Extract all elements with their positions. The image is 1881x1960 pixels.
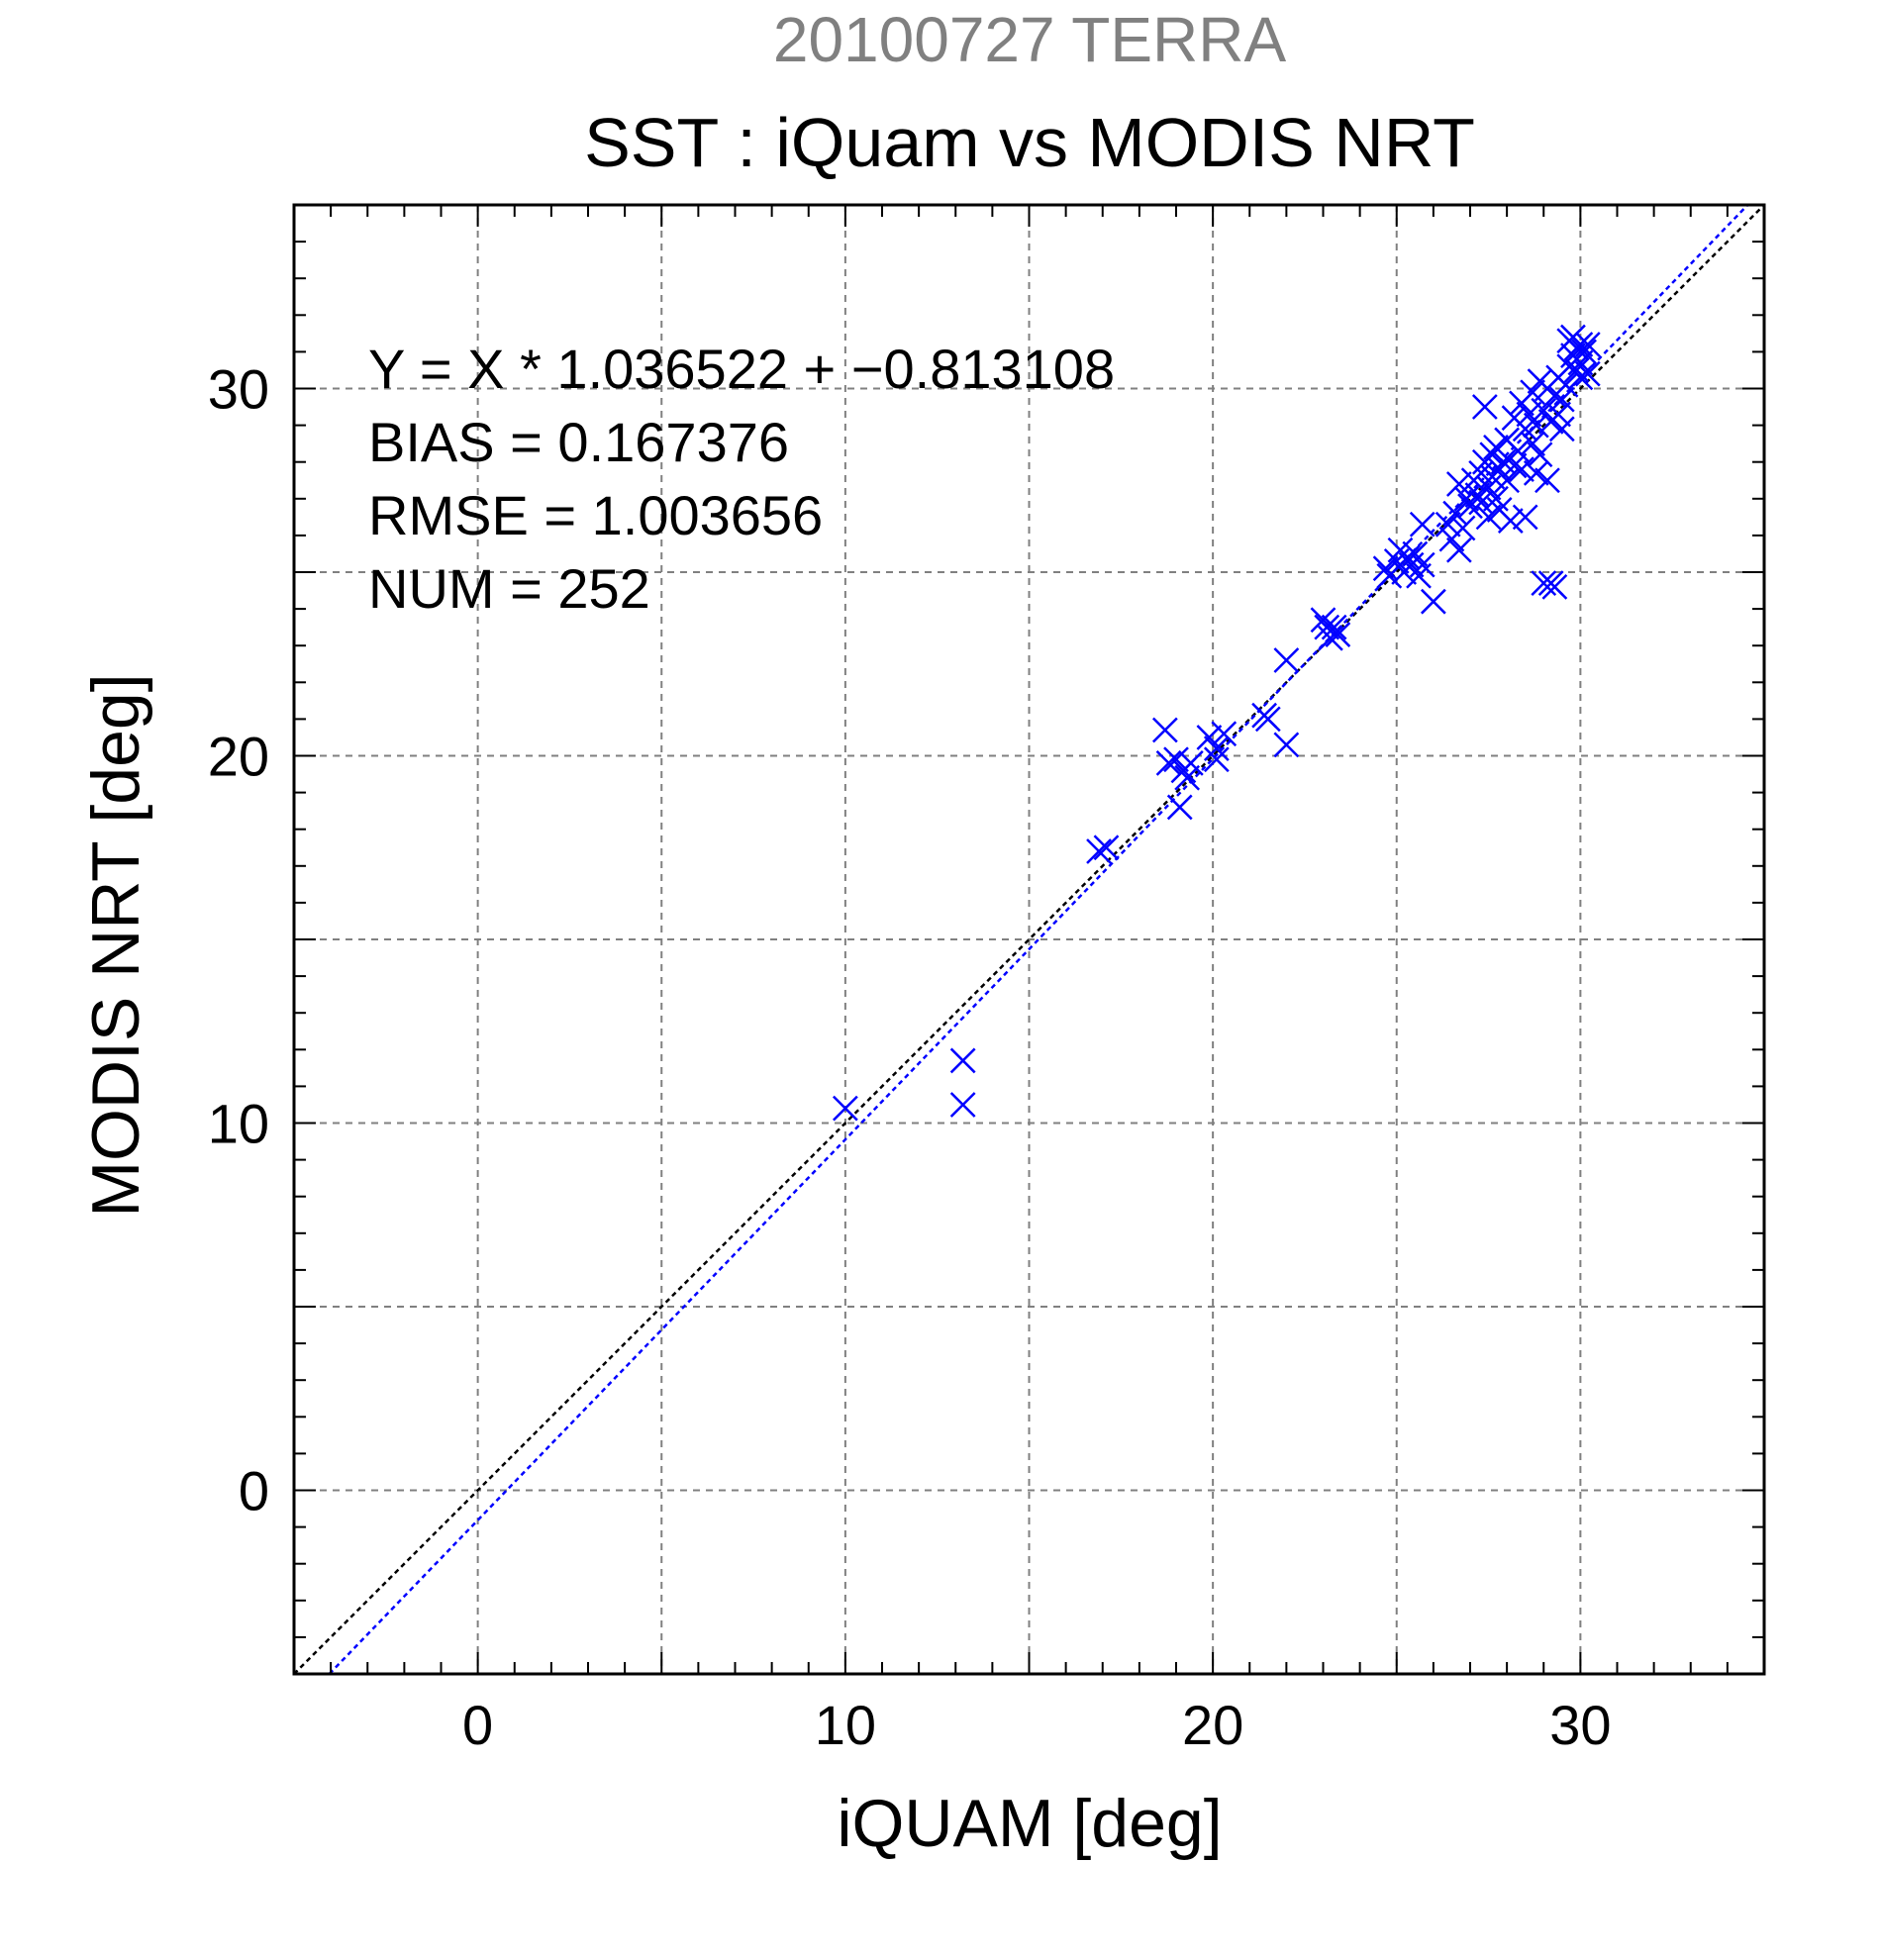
data-point — [1409, 551, 1436, 578]
data-point — [1155, 750, 1182, 776]
data-points — [832, 324, 1601, 1122]
plot-frame — [292, 203, 1766, 1676]
data-point — [1395, 544, 1421, 571]
data-point — [1203, 735, 1230, 761]
data-point — [1409, 511, 1436, 538]
x-tick-label: 30 — [1549, 1694, 1611, 1756]
data-point — [1254, 706, 1281, 733]
data-point — [1166, 794, 1193, 821]
data-point — [1548, 386, 1575, 413]
data-point — [1093, 834, 1120, 861]
data-point — [1509, 456, 1534, 483]
data-point — [1086, 838, 1112, 864]
x-tick-label: 20 — [1182, 1694, 1243, 1756]
data-point — [1273, 732, 1300, 758]
data-point — [1545, 401, 1571, 428]
data-point — [1471, 394, 1498, 420]
data-point — [1174, 764, 1201, 791]
x-tick-label: 0 — [462, 1694, 493, 1756]
data-point — [1445, 537, 1472, 563]
y-tick-label: 0 — [239, 1460, 269, 1522]
data-point — [1177, 750, 1204, 776]
data-point — [1151, 717, 1178, 743]
data-point — [1321, 614, 1347, 640]
data-point — [1548, 416, 1575, 442]
data-point — [1273, 647, 1300, 673]
data-point — [1516, 401, 1542, 428]
annotation-rmse: RMSE = 1.003656 — [368, 484, 823, 546]
data-point — [1449, 515, 1476, 541]
data-point — [1402, 540, 1429, 567]
y-tick-labels: 0 10 20 30 — [208, 358, 269, 1522]
data-point — [949, 1092, 976, 1118]
data-point — [1501, 452, 1528, 479]
data-point — [1523, 412, 1549, 439]
data-point — [832, 1095, 858, 1122]
data-point — [1534, 467, 1560, 494]
data-point — [949, 1047, 976, 1074]
y-axis-label: MODIS NRT [deg] — [78, 673, 153, 1217]
x-tick-labels: 0 10 20 30 — [462, 1694, 1611, 1756]
data-point — [1571, 339, 1597, 365]
data-point — [1541, 573, 1568, 600]
data-point — [1567, 364, 1594, 391]
grid-lines — [294, 205, 1764, 1674]
y-tick-label: 20 — [208, 726, 269, 788]
data-point — [1475, 504, 1502, 531]
data-point — [1445, 471, 1472, 497]
data-point — [1420, 588, 1446, 615]
data-point — [1325, 622, 1351, 647]
data-point — [1520, 379, 1545, 406]
data-point — [1468, 489, 1495, 516]
annotation-bias: BIAS = 0.167376 — [368, 411, 789, 473]
x-tick-label: 10 — [815, 1694, 876, 1756]
data-point — [1512, 504, 1538, 531]
data-point — [1574, 360, 1601, 387]
fit-line — [328, 204, 1749, 1675]
axis-ticks — [293, 204, 1765, 1675]
x-axis-label: iQUAM [deg] — [837, 1786, 1222, 1861]
chart-supertitle: 20100727 TERRA — [773, 4, 1287, 75]
data-point — [1442, 500, 1469, 527]
y-tick-label: 30 — [208, 358, 269, 421]
data-point — [1196, 725, 1223, 750]
data-point — [1556, 328, 1583, 354]
annotation-fit-equation: Y = X * 1.036522 + −0.813108 — [368, 338, 1115, 400]
data-point — [1203, 746, 1230, 773]
data-point — [1527, 441, 1553, 468]
y-tick-label: 10 — [208, 1093, 269, 1155]
annotation-num: NUM = 252 — [368, 557, 650, 620]
data-point — [1435, 511, 1461, 538]
chart-title: SST : iQuam vs MODIS NRT — [584, 104, 1475, 181]
data-point — [1494, 467, 1521, 494]
data-point — [1211, 721, 1238, 747]
data-point — [1497, 508, 1524, 534]
data-point — [1163, 746, 1189, 773]
